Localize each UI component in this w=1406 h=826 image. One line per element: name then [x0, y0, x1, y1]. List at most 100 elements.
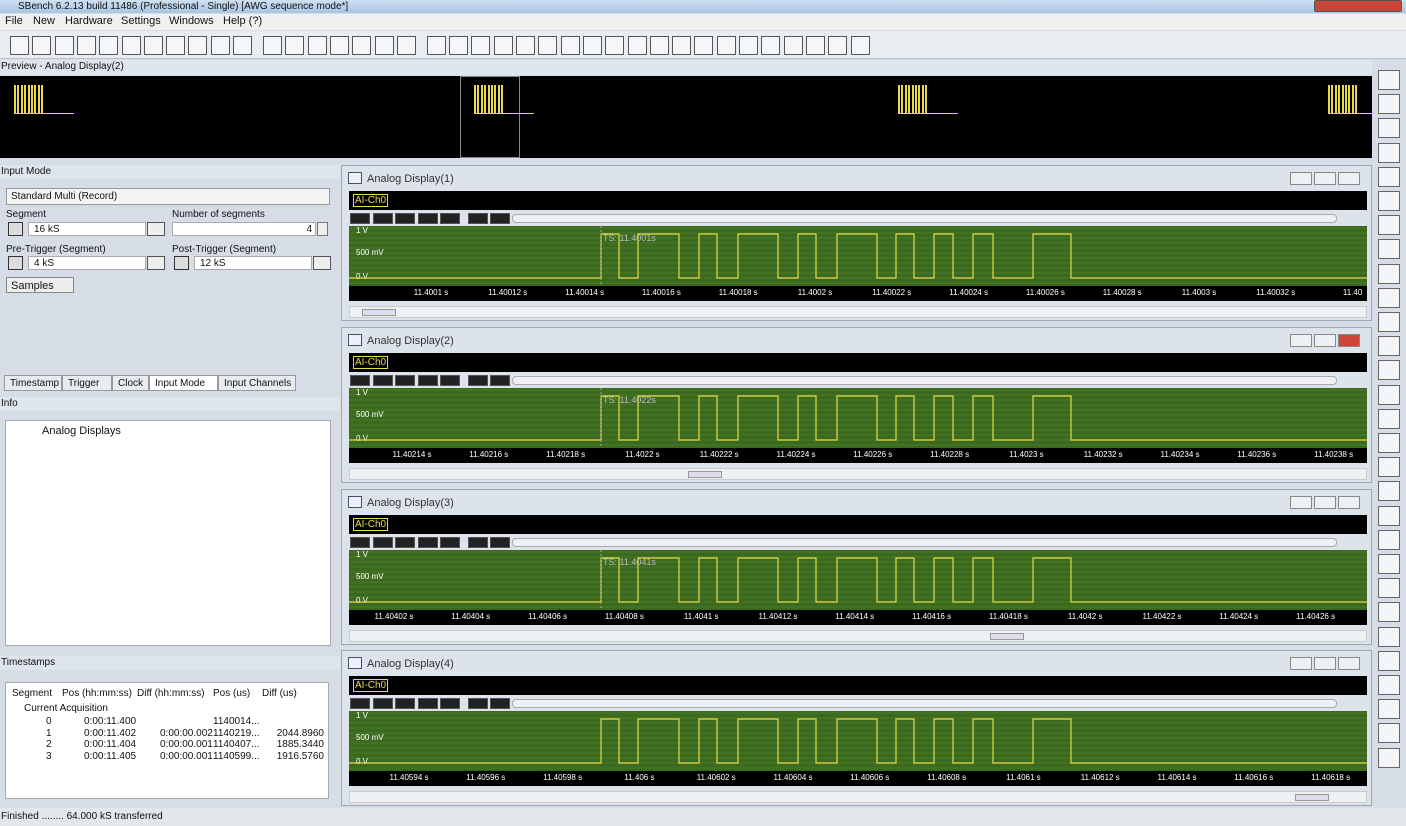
tab[interactable]: Clock	[112, 375, 149, 391]
zoom-slider[interactable]	[512, 214, 1337, 223]
zoom-button[interactable]	[395, 375, 415, 386]
toolbar-button[interactable]	[10, 36, 29, 55]
zoom-button[interactable]	[395, 213, 415, 224]
window-controls[interactable]	[1314, 0, 1402, 12]
zoom-button[interactable]	[417, 698, 438, 709]
pretrigger-field[interactable]: 4 kS	[28, 256, 146, 270]
zoom-button[interactable]	[350, 537, 370, 548]
zoom-button[interactable]	[467, 537, 488, 548]
toolbar-button[interactable]	[76, 36, 96, 55]
channel-label[interactable]: AI-Ch0	[353, 679, 389, 692]
toolbar-button[interactable]	[54, 36, 74, 55]
side-button[interactable]	[1378, 433, 1400, 453]
window-button[interactable]	[1290, 657, 1312, 670]
zoom-button[interactable]	[395, 537, 415, 548]
scroll-thumb[interactable]	[362, 309, 396, 316]
side-button[interactable]	[1378, 554, 1400, 574]
tab[interactable]: Timestamp	[4, 375, 62, 391]
toolbar-button[interactable]	[649, 36, 669, 55]
side-button[interactable]	[1378, 747, 1400, 768]
spin[interactable]	[147, 256, 165, 270]
zoom-button[interactable]	[417, 375, 438, 386]
toolbar-button[interactable]	[285, 36, 305, 55]
zoom-button[interactable]	[467, 375, 488, 386]
side-button[interactable]	[1378, 287, 1400, 308]
tree-item[interactable]: Analog Displays	[42, 425, 121, 437]
spin[interactable]	[313, 256, 331, 270]
side-button[interactable]	[1378, 360, 1400, 381]
menu-item[interactable]: New	[33, 15, 56, 27]
zoom-button[interactable]	[490, 698, 510, 709]
zoom-slider[interactable]	[512, 538, 1337, 547]
toolbar-button[interactable]	[426, 36, 446, 55]
toolbar-button[interactable]	[121, 36, 141, 55]
side-button[interactable]	[1378, 602, 1400, 623]
toolbar-button[interactable]	[449, 36, 469, 55]
lock-icon[interactable]	[174, 256, 189, 270]
toolbar-button[interactable]	[188, 36, 208, 55]
zoom-button[interactable]	[350, 213, 370, 224]
zoom-button[interactable]	[372, 537, 393, 548]
side-button[interactable]	[1378, 723, 1400, 744]
side-button[interactable]	[1378, 505, 1400, 526]
window-button[interactable]	[1290, 172, 1312, 185]
window-button[interactable]	[1338, 496, 1360, 509]
side-button[interactable]	[1378, 70, 1400, 90]
zoom-button[interactable]	[395, 698, 415, 709]
toolbar-button[interactable]	[143, 36, 163, 55]
toolbar-button[interactable]	[307, 36, 327, 55]
side-button[interactable]	[1378, 578, 1400, 599]
samples-button[interactable]: Samples	[6, 277, 74, 293]
channel-label[interactable]: AI-Ch0	[353, 194, 389, 207]
posttrigger-field[interactable]: 12 kS	[194, 256, 312, 270]
zoom-button[interactable]	[490, 375, 510, 386]
zoom-button[interactable]	[440, 537, 460, 548]
menu-item[interactable]: Hardware	[65, 15, 113, 27]
toolbar-button[interactable]	[694, 36, 714, 55]
side-button[interactable]	[1378, 191, 1400, 211]
lock-icon[interactable]	[8, 256, 23, 270]
toolbar-button[interactable]	[516, 36, 535, 55]
scroll-thumb[interactable]	[990, 633, 1024, 640]
zoom-slider[interactable]	[512, 699, 1337, 708]
zoom-button[interactable]	[440, 375, 460, 386]
side-button[interactable]	[1378, 263, 1400, 284]
zoom-button[interactable]	[467, 698, 488, 709]
side-button[interactable]	[1378, 166, 1400, 187]
toolbar-button[interactable]	[352, 36, 372, 55]
zoom-slider[interactable]	[512, 376, 1337, 385]
toolbar-button[interactable]	[828, 36, 848, 55]
tab[interactable]: Input Channels	[218, 375, 296, 391]
scrollbar[interactable]	[349, 468, 1367, 480]
side-button[interactable]	[1378, 142, 1400, 163]
zoom-button[interactable]	[417, 213, 438, 224]
scrollbar[interactable]	[349, 630, 1367, 642]
side-button[interactable]	[1378, 118, 1400, 139]
zoom-button[interactable]	[372, 698, 393, 709]
toolbar-button[interactable]	[493, 36, 513, 55]
zoom-button[interactable]	[467, 213, 488, 224]
zoom-button[interactable]	[350, 375, 370, 386]
toolbar-button[interactable]	[99, 36, 119, 55]
side-button[interactable]	[1378, 675, 1400, 695]
toolbar-button[interactable]	[374, 36, 394, 55]
side-button[interactable]	[1378, 650, 1400, 671]
tab[interactable]: Input Mode	[149, 375, 218, 391]
spin[interactable]	[317, 222, 328, 236]
toolbar-button[interactable]	[605, 36, 625, 55]
menu-item[interactable]: File	[5, 15, 23, 27]
scrollbar[interactable]	[349, 791, 1367, 803]
window-button[interactable]	[1314, 172, 1336, 185]
side-button[interactable]	[1378, 699, 1400, 720]
window-button[interactable]	[1338, 334, 1360, 347]
zoom-button[interactable]	[490, 213, 510, 224]
window-button[interactable]	[1338, 657, 1360, 670]
side-button[interactable]	[1378, 529, 1400, 550]
channel-label[interactable]: AI-Ch0	[353, 518, 389, 531]
window-button[interactable]	[1290, 496, 1312, 509]
toolbar-button[interactable]	[739, 36, 758, 55]
side-button[interactable]	[1378, 481, 1400, 502]
toolbar-button[interactable]	[805, 36, 825, 55]
side-button[interactable]	[1378, 239, 1400, 260]
window-button[interactable]	[1314, 334, 1336, 347]
